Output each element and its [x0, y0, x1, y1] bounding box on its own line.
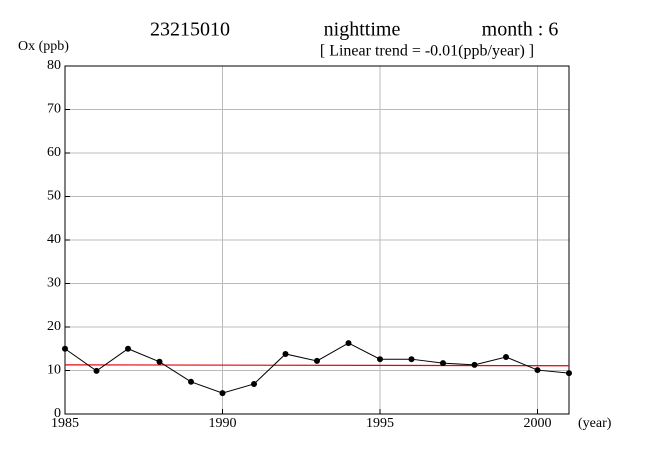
x-tick-label: 1995: [366, 416, 394, 431]
data-point: [93, 367, 100, 374]
data-point: [125, 345, 131, 352]
x-tick-label: 1985: [51, 416, 79, 431]
chart-title: 23215010: [150, 19, 230, 41]
y-tick-label: 0: [54, 406, 61, 421]
y-tick-label: 70: [47, 102, 61, 117]
data-point: [345, 340, 352, 347]
data-point: [471, 361, 478, 368]
x-axis-label: (year): [578, 416, 612, 431]
data-point: [408, 356, 415, 363]
series-line: [64, 342, 570, 394]
y-tick-label: 30: [47, 276, 61, 291]
plot-frame: [64, 65, 570, 415]
y-tick-label: 10: [47, 363, 61, 378]
y-tick-label: 60: [47, 145, 61, 160]
x-tick-label: 1990: [209, 416, 237, 431]
data-point: [314, 357, 320, 364]
data-point: [188, 378, 194, 385]
y-tick-label: 20: [47, 319, 61, 334]
trend-line: [64, 364, 570, 367]
data-point: [219, 390, 226, 397]
data-point: [251, 380, 257, 387]
chart-title-middle: nighttime: [324, 19, 401, 41]
data-point: [566, 370, 572, 377]
y-tick-label: 40: [47, 232, 61, 247]
data-point: [156, 358, 163, 365]
data-point: [503, 354, 509, 361]
y-axis-label: Ox (ppb): [18, 39, 69, 54]
data-point: [534, 367, 541, 374]
data-point: [62, 345, 68, 352]
data-point: [440, 360, 446, 367]
chart-subtitle: [ Linear trend = -0.01(ppb/year) ]: [320, 43, 534, 60]
y-tick-label: 80: [47, 58, 61, 73]
y-tick-label: 50: [47, 189, 61, 204]
x-tick-label: 2000: [524, 416, 552, 431]
data-point: [282, 350, 289, 357]
data-point: [377, 356, 383, 363]
chart-title-right: month : 6: [482, 19, 559, 41]
